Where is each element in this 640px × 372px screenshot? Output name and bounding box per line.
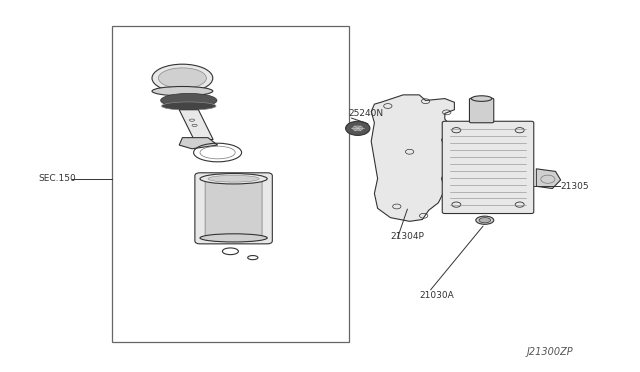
Ellipse shape	[346, 121, 370, 135]
Polygon shape	[172, 65, 193, 73]
Polygon shape	[179, 110, 213, 140]
Ellipse shape	[471, 96, 492, 102]
Ellipse shape	[479, 218, 490, 223]
Ellipse shape	[476, 216, 494, 224]
FancyBboxPatch shape	[469, 98, 494, 123]
Ellipse shape	[158, 68, 206, 89]
Text: J21300ZP: J21300ZP	[526, 347, 573, 356]
Text: SEC.150: SEC.150	[38, 174, 76, 183]
Ellipse shape	[200, 173, 268, 184]
Ellipse shape	[208, 176, 259, 182]
Ellipse shape	[353, 126, 363, 131]
FancyBboxPatch shape	[195, 173, 273, 244]
FancyBboxPatch shape	[205, 180, 262, 237]
Bar	[112, 26, 349, 342]
Text: 21304P: 21304P	[390, 232, 424, 241]
Text: 21030A: 21030A	[419, 291, 454, 300]
Ellipse shape	[152, 64, 212, 92]
FancyBboxPatch shape	[442, 121, 534, 214]
Ellipse shape	[161, 93, 217, 108]
Text: 21305: 21305	[560, 182, 589, 190]
Ellipse shape	[161, 102, 216, 110]
Ellipse shape	[152, 87, 212, 96]
Polygon shape	[179, 138, 218, 149]
Ellipse shape	[200, 234, 268, 242]
Polygon shape	[371, 95, 454, 221]
Polygon shape	[536, 169, 561, 189]
Text: 25240N: 25240N	[349, 109, 384, 118]
